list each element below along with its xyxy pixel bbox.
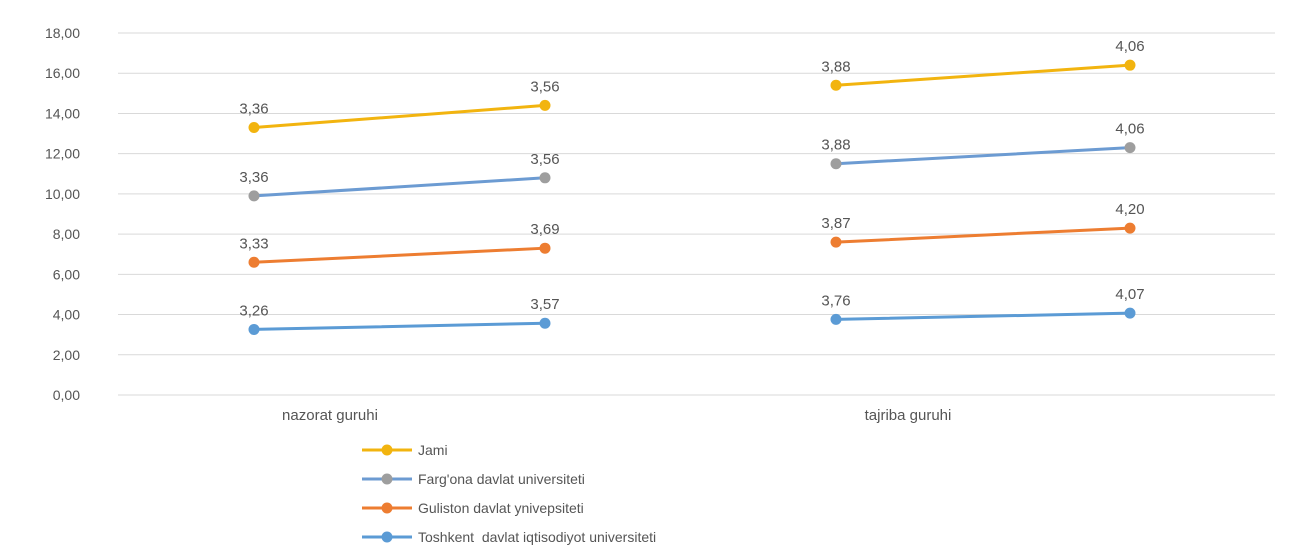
legend-label: Guliston davlat ynivepsiteti [418,500,584,516]
data-label: 3,88 [821,137,850,154]
data-point [830,79,842,91]
data-label: 3,76 [821,292,850,309]
data-label: 4,06 [1115,38,1144,55]
data-point [539,317,551,329]
series-line-2 [834,226,1132,244]
y-tick-label: 10,00 [45,186,80,202]
data-label: 3,56 [530,78,559,95]
data-label: 3,57 [530,296,559,313]
y-tick-label: 18,00 [45,25,80,41]
data-point [539,99,551,111]
data-point [248,190,260,202]
data-point [539,242,551,254]
data-label: 3,56 [530,151,559,168]
y-tick-label: 16,00 [45,65,80,81]
legend-swatch-marker [381,473,393,485]
data-point [830,236,842,248]
series-line-0 [834,63,1132,87]
y-tick-label: 4,00 [53,307,80,323]
data-label: 3,88 [821,58,850,75]
series-line-3 [252,321,547,331]
x-category-label: tajriba guruhi [865,407,952,424]
data-point [830,313,842,325]
data-label: 4,20 [1115,201,1144,218]
y-tick-label: 2,00 [53,347,80,363]
y-tick-label: 8,00 [53,226,80,242]
data-label: 4,07 [1115,286,1144,303]
series-line-1 [252,176,547,198]
data-point [1124,307,1136,319]
data-point [1124,222,1136,234]
data-label: 4,06 [1115,121,1144,138]
y-tick-label: 12,00 [45,146,80,162]
data-point [1124,59,1136,71]
legend-label: Jami [418,442,448,458]
y-tick-label: 14,00 [45,105,80,121]
data-point [248,122,260,134]
x-category-label: nazorat guruhi [282,407,378,424]
series-line-2 [252,246,547,264]
y-tick-label: 0,00 [53,387,80,403]
y-tick-label: 6,00 [53,266,80,282]
data-point [1124,142,1136,154]
series-line-0 [252,103,547,130]
legend-swatch-marker [381,531,393,543]
data-label: 3,26 [239,302,268,319]
legend-label: Farg'ona davlat universiteti [418,471,585,487]
legend-swatch-marker [381,444,393,456]
data-label: 3,36 [239,169,268,186]
data-point [248,323,260,335]
data-point [830,158,842,170]
series-line-1 [834,146,1132,166]
data-label: 3,33 [239,235,268,252]
legend-label: Toshkent davlat iqtisodiyot universiteti [418,529,656,545]
legend-swatch-marker [381,502,393,514]
data-label: 3,69 [530,221,559,238]
series-line-3 [834,311,1132,321]
data-point [248,256,260,268]
data-label: 3,87 [821,215,850,232]
data-label: 3,36 [239,101,268,118]
data-point [539,172,551,184]
